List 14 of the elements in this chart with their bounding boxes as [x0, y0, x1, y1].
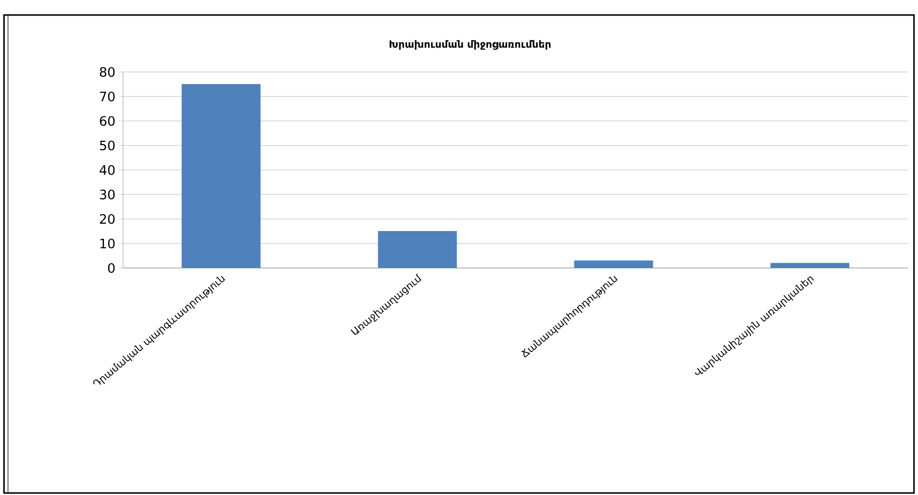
bar: [182, 84, 261, 268]
y-tick-label: 70: [100, 92, 115, 102]
y-tick-label: 0: [108, 263, 115, 273]
y-tick-label: 40: [100, 165, 115, 175]
chart-title: Խրախուսման միջոցառումներ: [390, 40, 551, 50]
y-tick-label: 50: [100, 140, 115, 150]
bar: [574, 260, 654, 268]
y-tick-label: 60: [100, 116, 115, 126]
y-tick-label: 20: [100, 214, 115, 224]
y-tick-label: 30: [100, 190, 115, 200]
bar: [378, 231, 457, 268]
y-tick-label: 80: [100, 67, 115, 77]
y-tick-label: 10: [100, 238, 115, 248]
bar: [770, 262, 850, 268]
